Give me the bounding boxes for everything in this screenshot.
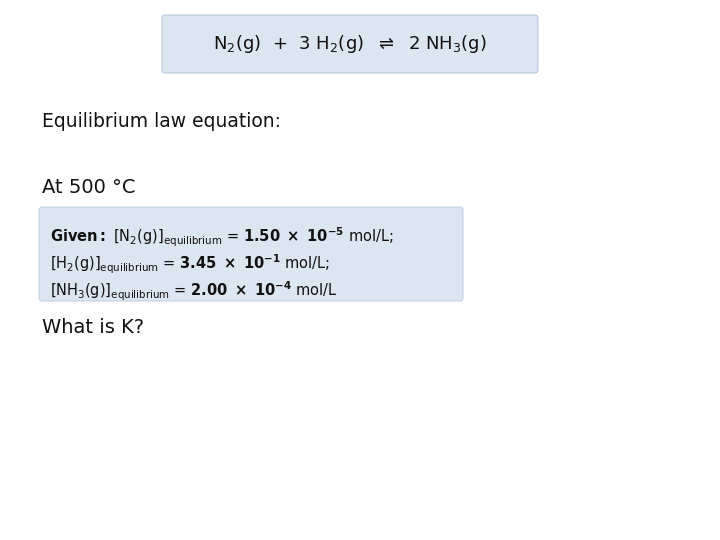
FancyBboxPatch shape — [162, 15, 538, 73]
FancyBboxPatch shape — [39, 207, 463, 301]
Text: What is K?: What is K? — [42, 318, 144, 337]
Text: $\mathbf{Given:}$ [N$_2$(g)]$_{\rm equilibrium}$ = $\mathbf{1.50\ \times\ 10^{-5: $\mathbf{Given:}$ [N$_2$(g)]$_{\rm equil… — [50, 226, 394, 249]
Text: At 500 °C: At 500 °C — [42, 178, 135, 197]
Text: Equilibrium law equation:: Equilibrium law equation: — [42, 112, 281, 131]
Text: [NH$_3$(g)]$_{\rm equilibrium}$ = $\mathbf{2.00\ \times\ 10^{-4}}$ mol/L: [NH$_3$(g)]$_{\rm equilibrium}$ = $\math… — [50, 280, 338, 303]
Text: [H$_2$(g)]$_{\rm equilibrium}$ = $\mathbf{3.45\ \times\ 10^{-1}}$ mol/L;: [H$_2$(g)]$_{\rm equilibrium}$ = $\mathb… — [50, 253, 330, 276]
Text: N$_2$(g)  +  3 H$_2$(g)  $\rightleftharpoons$  2 NH$_3$(g): N$_2$(g) + 3 H$_2$(g) $\rightleftharpoon… — [213, 33, 487, 55]
